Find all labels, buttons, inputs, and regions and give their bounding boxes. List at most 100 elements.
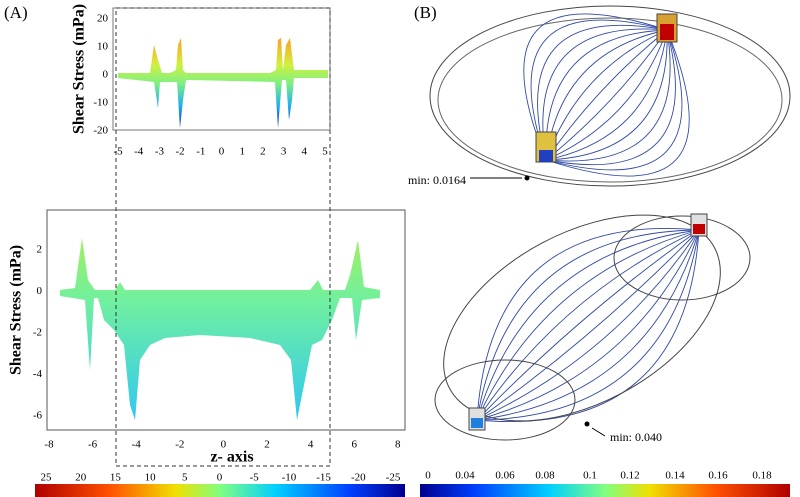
tick-label: 10 [97,41,109,53]
streamline [476,229,700,421]
tick-label: -5 [250,472,260,484]
tick-label: 0 [221,439,227,451]
tick-label: 8 [395,439,401,451]
tick-label: 20 [75,472,87,484]
channel-inner [437,17,783,183]
tick-label: 0.16 [708,470,728,482]
tick-label: -1 [196,146,205,158]
panel-label: (A) [4,3,28,22]
tick-label: 1 [239,146,245,158]
tick-label: 0.04 [455,470,475,482]
tick-label: 5 [182,472,188,484]
tick-label: -10 [93,97,108,109]
streamline [545,29,668,161]
streamline [545,29,676,166]
tick-label: 0.18 [752,470,772,482]
tick-label: 0 [217,472,223,484]
tick-label: 4 [302,146,308,158]
tick-label: 0.06 [495,470,515,482]
port-bottom-cold [471,418,483,428]
tick-label: -25 [386,472,401,484]
streamline [476,228,700,421]
streamline [476,229,700,421]
channel-outer [429,5,791,187]
tick-label: -3 [155,146,165,158]
tick-label: 0.12 [620,470,639,482]
min-point [584,421,590,427]
streamline [545,29,668,161]
streamline [545,29,668,161]
geometry [429,5,791,441]
streamline [545,29,668,161]
chamber [613,215,751,301]
tick-label: -8 [44,439,54,451]
streamline [476,229,700,421]
annotation-arrow [591,427,606,437]
tick-label: 10 [145,472,157,484]
streamline [476,229,700,421]
tick-label: -20 [93,125,108,137]
streamline [530,19,668,161]
tick-label: 5 [322,146,328,158]
channel-outer [443,214,721,422]
tick-label: 0 [103,69,109,81]
main-x-axis-label: z- axis [210,449,253,466]
main-y-axis-label: Shear Stress (mPa) [8,245,25,375]
min-point [524,175,530,181]
streamline [545,29,668,161]
streamline [545,29,683,171]
tick-label: 0.14 [665,470,685,482]
tick-label: 0 [219,146,225,158]
colorbar-a [35,484,405,497]
tick-label: -2 [175,439,184,451]
streamline [476,229,700,421]
streamline [545,29,671,162]
tick-label: 2 [264,439,270,451]
panel-label: (B) [414,3,437,22]
tick-label: -4 [134,146,144,158]
tick-label: -4 [33,368,43,380]
chamber [434,359,576,441]
streamline [545,29,668,161]
tick-label: -2 [33,327,42,339]
streamline [476,229,700,421]
streamline [545,29,668,161]
streamline [476,229,700,421]
colorbar-b [420,484,790,497]
main-stress-profile [60,238,380,420]
streamline [542,28,668,161]
inset-y-axis-label: Shear Stress (mPa) [71,4,88,134]
inset-plot-frame [112,7,331,131]
tick-label: 15 [110,472,122,484]
tick-label: 4 [308,439,314,451]
tick-label: 0.08 [535,470,555,482]
tick-label: 6 [351,439,357,451]
tick-label: -6 [88,439,98,451]
tick-label: -20 [351,472,366,484]
tick-label: 2 [260,146,266,158]
streamline [476,229,700,421]
tick-label: 25 [41,472,53,484]
tick-label: 0 [425,470,431,482]
streamline [537,24,668,161]
port-bottom-cold [539,150,553,162]
port-top-hot [660,24,674,40]
streamline [545,29,668,161]
tick-label: -6 [33,410,43,422]
streamline [545,29,690,177]
tick-label: 3 [281,146,287,158]
tick-label: 0 [37,285,43,297]
tick-label: -10 [282,472,297,484]
zoom-box [115,7,331,467]
tick-label: -2 [176,146,185,158]
tick-label: -15 [316,472,331,484]
annotation: min: 0.0164 [408,173,466,187]
port-top-hot [693,224,705,234]
annotation: min: 0.040 [610,430,662,444]
tick-label: 2 [37,244,43,256]
streamline [476,229,700,421]
tick-label: 20 [97,13,109,25]
tick-label: -4 [132,439,142,451]
tick-label: -5 [113,146,123,158]
